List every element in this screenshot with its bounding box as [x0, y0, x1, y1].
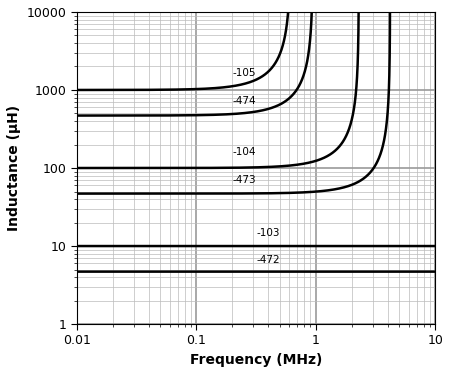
Y-axis label: Inductance (μH): Inductance (μH): [7, 105, 21, 231]
Text: -105: -105: [232, 68, 256, 78]
Text: -473: -473: [232, 175, 256, 185]
Text: -474: -474: [232, 95, 256, 105]
Text: -472: -472: [256, 255, 280, 266]
Text: -104: -104: [232, 147, 256, 157]
X-axis label: Frequency (MHz): Frequency (MHz): [190, 353, 322, 367]
Text: -103: -103: [256, 228, 280, 238]
